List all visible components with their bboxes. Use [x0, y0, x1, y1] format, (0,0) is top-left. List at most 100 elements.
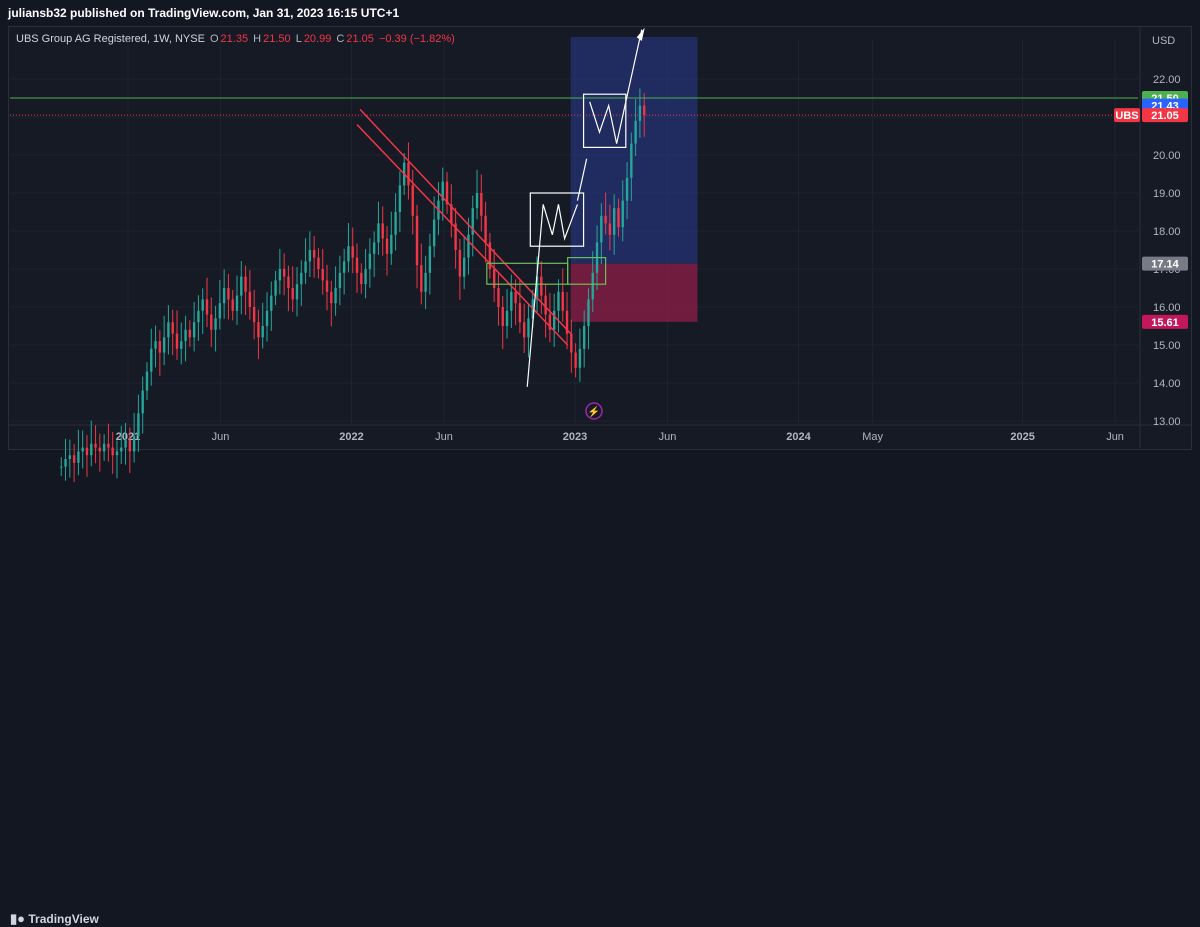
price-axis-tick-label: 19.00 [1153, 188, 1181, 200]
price-tag-label: 21.05 [1151, 110, 1179, 122]
candle-body [630, 143, 633, 178]
candle-body [381, 223, 384, 239]
candle-body [621, 200, 624, 228]
candle-body [544, 295, 547, 315]
candle-body [252, 307, 256, 323]
candle-body [347, 246, 350, 262]
chart-canvas[interactable]: USD13.0014.0015.0016.0017.0018.0019.0020… [0, 0, 1200, 482]
candle-body [540, 276, 543, 296]
candle-body [514, 291, 517, 304]
candle-body [214, 318, 217, 330]
publisher-line: juliansb32 published on TradingView.com,… [8, 6, 400, 20]
price-tag-label: 15.61 [1151, 317, 1179, 329]
tradingview-logo-icon[interactable]: ▮● TradingView [10, 911, 99, 927]
price-tag [1142, 256, 1188, 271]
candle-body [600, 215, 603, 243]
candle-body [505, 310, 509, 326]
candle-body [441, 181, 444, 201]
price-axis-tick-label: 22.00 [1153, 74, 1181, 86]
candle-body [415, 215, 419, 266]
price-axis-tick-label: 20.00 [1153, 150, 1181, 162]
symbol-tag-label: UBS [1115, 110, 1138, 122]
candle-body [420, 265, 423, 292]
legend-change: −0.39 (−1.82%) [378, 33, 455, 45]
candle-body [162, 337, 166, 353]
candle-body [291, 288, 294, 300]
candle-body [77, 451, 80, 463]
candle-body [201, 299, 204, 311]
candle-body [137, 413, 140, 437]
candle-body [60, 466, 63, 468]
candle-body [257, 322, 260, 338]
candle-body [604, 215, 607, 224]
chart-legend: UBS Group AG Registered, 1W, NYSE O 21.35… [16, 33, 457, 45]
trendline-lower [356, 124, 569, 346]
time-axis-tick-label: May [862, 431, 883, 443]
candle-body [612, 208, 616, 235]
long-target-zone [570, 37, 698, 264]
candle-body [587, 299, 590, 326]
candle-body [244, 276, 247, 292]
candle-body [582, 326, 586, 349]
candle-body [325, 280, 329, 292]
candle-body [338, 272, 342, 288]
candle-body [522, 322, 526, 338]
candle-body [218, 303, 222, 319]
projection-arrow-1 [576, 158, 588, 201]
candle-body [197, 310, 200, 323]
candle-body [561, 291, 564, 311]
candle-body [64, 459, 67, 467]
time-axis-tick-label: Jun [435, 431, 453, 443]
candle-body [591, 272, 594, 300]
candle-body [501, 307, 504, 326]
candle-body [458, 250, 462, 277]
candle-body [132, 436, 136, 452]
candle-body [287, 276, 290, 288]
time-axis-tick-label: 2025 [1010, 431, 1034, 443]
candle-body [342, 261, 346, 273]
candle-body [454, 223, 457, 250]
candle-body [188, 329, 192, 338]
candle-body [480, 193, 483, 216]
candle-body [235, 295, 239, 311]
candle-body [115, 451, 119, 456]
candle-body [390, 234, 393, 254]
candle-body [270, 295, 273, 311]
candle-body [552, 310, 556, 330]
candle-body [98, 447, 102, 452]
tradingview-brand: TradingView [28, 912, 99, 926]
candle-body [355, 257, 359, 273]
candle-body [68, 455, 72, 459]
candle-body [141, 390, 144, 414]
candle-body [527, 318, 530, 338]
candle-body [475, 193, 479, 209]
candle-body [634, 120, 637, 144]
candle-body [278, 269, 282, 281]
candle-body [205, 299, 209, 315]
price-axis-currency: USD [1152, 35, 1175, 47]
candle-body [300, 272, 303, 285]
candle-body [304, 261, 307, 273]
candle-body [407, 162, 410, 186]
candle-body [445, 181, 449, 205]
candle-body [497, 288, 500, 307]
candle-body [317, 257, 320, 269]
projection-path-1 [526, 204, 579, 387]
candle-body [265, 310, 269, 326]
price-tag-label: 17.14 [1151, 259, 1179, 271]
candle-body [154, 341, 157, 349]
candle-body [107, 443, 110, 448]
candle-body [642, 105, 646, 116]
candle-body [222, 288, 226, 304]
candle-body [394, 212, 397, 235]
candle-body [608, 223, 612, 235]
candle-body [94, 443, 97, 448]
support-zone-right [567, 257, 607, 285]
candle-body [484, 215, 487, 243]
candle-body [274, 280, 277, 296]
legend-title: UBS Group AG Registered, 1W, NYSE [16, 33, 205, 45]
candle-body [120, 447, 123, 452]
candle-body [574, 352, 577, 368]
legend-high-label: H [253, 33, 262, 45]
candle-body [227, 288, 230, 300]
